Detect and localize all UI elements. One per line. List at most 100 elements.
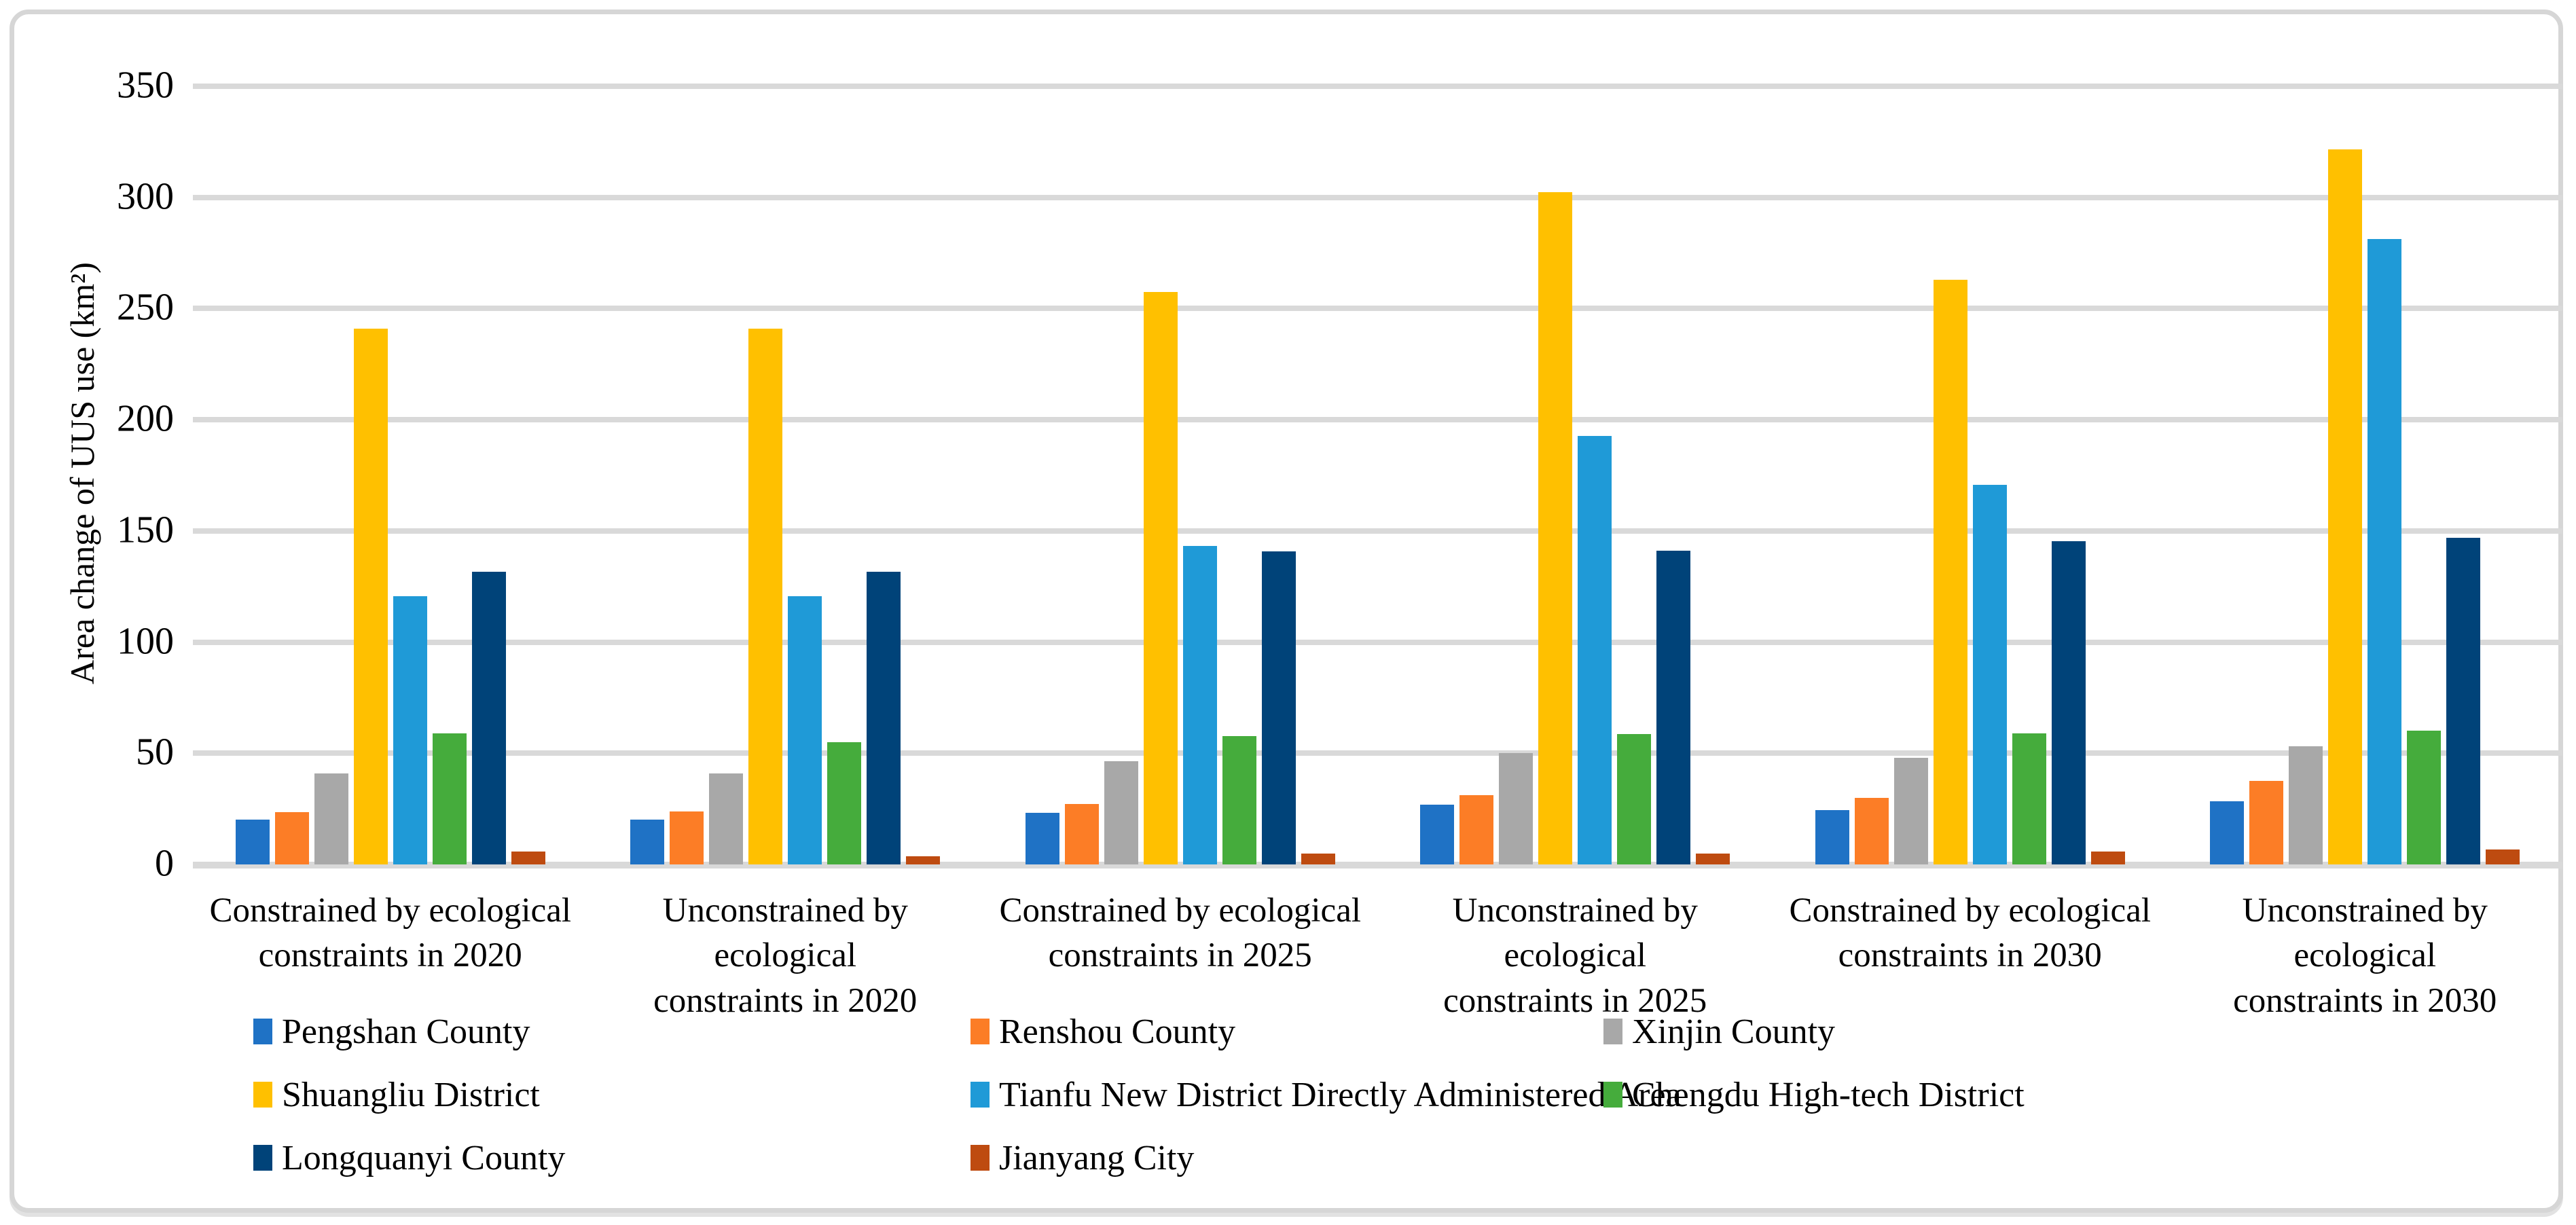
- x-category-label: Constrained by ecological constraints in…: [1789, 892, 2151, 975]
- bar: [748, 329, 783, 864]
- bar-group: [983, 86, 1378, 864]
- x-category-label: Constrained by ecological constraints in…: [209, 892, 571, 975]
- legend-item: Tianfu New District Directly Administere…: [970, 1073, 1682, 1116]
- gridline-baseline: [193, 862, 2562, 869]
- legend-swatch: [970, 1145, 990, 1171]
- plot-area: [193, 84, 2562, 869]
- bar: [1617, 734, 1652, 864]
- bar: [1578, 435, 1612, 864]
- bar: [1696, 854, 1730, 864]
- bar: [1301, 853, 1335, 864]
- bar-group: [2168, 86, 2563, 864]
- bar: [867, 572, 901, 864]
- bar: [1420, 804, 1455, 864]
- legend-item: Jianyang City: [970, 1136, 1194, 1180]
- bar: [235, 819, 270, 864]
- bar: [1854, 798, 1889, 864]
- legend-swatch: [253, 1082, 272, 1108]
- gridline: [193, 417, 2562, 423]
- bar: [1656, 550, 1691, 864]
- bar: [2446, 537, 2481, 864]
- y-tick-label: 350: [117, 64, 174, 107]
- bar: [1972, 484, 2007, 864]
- y-tick-label: 0: [155, 842, 174, 885]
- bar-group: [1378, 86, 1773, 864]
- gridline: [193, 306, 2562, 312]
- bar: [827, 742, 862, 864]
- legend-swatch: [253, 1019, 272, 1044]
- bar: [1143, 292, 1178, 864]
- bar: [511, 852, 545, 864]
- legend-swatch: [253, 1145, 272, 1171]
- x-category-label: Unconstrained by ecological constraints …: [2233, 892, 2497, 1020]
- legend-item: Longquanyi County: [253, 1136, 565, 1180]
- bar: [1104, 761, 1138, 864]
- legend-swatch: [970, 1082, 990, 1108]
- y-axis-tick-labels: 350 300 250 200 150 100 50 0: [14, 14, 2558, 1208]
- gridline: [193, 194, 2562, 200]
- bar: [2249, 780, 2284, 864]
- bar: [1459, 794, 1494, 864]
- y-tick-label: 250: [117, 287, 174, 329]
- gridline: [193, 84, 2562, 89]
- bar: [471, 572, 506, 864]
- bar: [1538, 192, 1573, 864]
- y-tick-label: 200: [117, 397, 174, 440]
- legend-item: Pengshan County: [253, 1010, 530, 1053]
- bar: [1261, 551, 1296, 864]
- bar-group: [193, 86, 588, 864]
- bar: [670, 811, 704, 864]
- bar-group: [1773, 86, 2168, 864]
- gridline: [193, 528, 2562, 534]
- legend: Pengshan County Renshou County Xinjin Coun…: [14, 14, 2558, 1208]
- bar: [788, 596, 822, 864]
- legend-label: Renshou County: [999, 1012, 1236, 1051]
- legend-label: Longquanyi County: [282, 1138, 566, 1177]
- legend-label: Pengshan County: [282, 1012, 530, 1051]
- bar: [2012, 733, 2046, 864]
- y-tick-label: 300: [117, 175, 174, 218]
- bar: [1499, 753, 1534, 864]
- bar: [1933, 280, 1967, 864]
- x-category-label: Unconstrained by ecological constraints …: [1443, 892, 1707, 1020]
- bar: [1893, 757, 1928, 864]
- bar: [314, 773, 348, 864]
- bar: [353, 329, 388, 864]
- bar: [274, 812, 309, 864]
- bar: [393, 596, 427, 864]
- legend-item: Shuangliu District: [253, 1073, 540, 1116]
- bar-groups: [193, 86, 2562, 864]
- bar: [1815, 810, 1849, 864]
- x-category-label: Unconstrained by ecological constraints …: [653, 892, 918, 1020]
- legend-label: Chengdu High-tech District: [1632, 1075, 2025, 1114]
- bar: [2289, 746, 2323, 864]
- legend-label: Xinjin County: [1632, 1012, 1836, 1051]
- x-category-label: Constrained by ecological constraints in…: [999, 892, 1361, 975]
- legend-swatch: [1603, 1019, 1622, 1044]
- bar: [2328, 149, 2363, 864]
- legend-label: Jianyang City: [999, 1138, 1195, 1177]
- legend-label: Tianfu New District Directly Administere…: [999, 1075, 1682, 1114]
- bar: [630, 819, 665, 864]
- bar: [1182, 545, 1217, 864]
- chart-figure: Area change of UUS use (km²) 350 300 250 20…: [10, 10, 2563, 1213]
- bar: [2486, 849, 2520, 864]
- bar: [906, 856, 941, 864]
- bar: [709, 773, 744, 864]
- bar: [2090, 852, 2125, 864]
- legend-swatch: [1603, 1082, 1622, 1108]
- bar: [432, 733, 467, 864]
- bar: [2407, 730, 2442, 864]
- legend-item: Renshou County: [970, 1010, 1235, 1053]
- bar-group: [588, 86, 983, 864]
- y-tick-label: 100: [117, 620, 174, 663]
- legend-swatch: [970, 1019, 990, 1044]
- x-axis-category-labels: Constrained by ecological constraints in…: [193, 888, 2562, 1023]
- bar: [2051, 541, 2086, 864]
- legend-item: Chengdu High-tech District: [1603, 1073, 2025, 1116]
- bar: [2210, 801, 2245, 864]
- bar: [1222, 735, 1256, 864]
- legend-label: Shuangliu District: [282, 1075, 540, 1114]
- bar: [2368, 238, 2402, 864]
- y-tick-label: 150: [117, 509, 174, 551]
